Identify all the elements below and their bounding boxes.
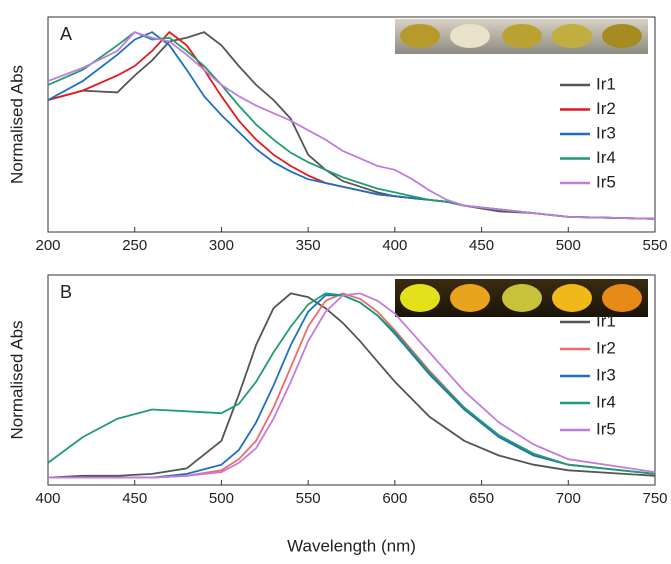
x-tick-label: 400	[382, 237, 407, 254]
x-tick-label: 600	[382, 490, 407, 507]
x-tick-label: 500	[209, 490, 234, 507]
x-tick-label: 200	[35, 237, 60, 254]
x-tick-label: 550	[296, 490, 321, 507]
panel-label: A	[60, 24, 72, 44]
x-tick-label: 650	[469, 490, 494, 507]
x-tick-label: 750	[642, 490, 667, 507]
legend-label: Ir5	[596, 419, 616, 438]
legend-label: Ir3	[596, 123, 616, 142]
spectrum-line	[48, 32, 655, 219]
x-tick-label: 450	[122, 490, 147, 507]
legend-label: Ir2	[596, 338, 616, 357]
x-tick-label: 450	[469, 237, 494, 254]
x-tick-label: 250	[122, 237, 147, 254]
legend-label: Ir4	[596, 148, 616, 167]
panel-label: B	[60, 282, 72, 302]
spectrum-line	[48, 32, 655, 219]
legend-label: Ir2	[596, 99, 616, 118]
x-tick-label: 550	[642, 237, 667, 254]
legend-label: Ir3	[596, 365, 616, 384]
x-tick-label: 300	[209, 237, 234, 254]
y-axis-label: Normalised Abs	[7, 65, 26, 184]
photo-inset-a	[395, 19, 648, 54]
legend-label: Ir1	[596, 311, 616, 330]
spectrum-line	[48, 32, 655, 219]
x-tick-label: 700	[556, 490, 581, 507]
y-axis-label: Normalised Abs	[7, 320, 26, 439]
figure: 200 250 300 350 400 450 500 550 Ir1 Ir2 Ir3 Ir4 Ir5 A…	[0, 0, 671, 559]
x-tick-label: 500	[556, 237, 581, 254]
legend-label: Ir5	[596, 172, 616, 191]
x-tick-label: 350	[296, 237, 321, 254]
spectrum-line	[48, 293, 655, 474]
legend-label: Ir4	[596, 392, 616, 411]
x-axis-label: Wavelength (nm)	[287, 536, 416, 555]
x-tick-label: 400	[35, 490, 60, 507]
legend-label: Ir1	[596, 74, 616, 93]
spectrum-line	[48, 32, 655, 219]
spectrum-line	[48, 32, 655, 219]
